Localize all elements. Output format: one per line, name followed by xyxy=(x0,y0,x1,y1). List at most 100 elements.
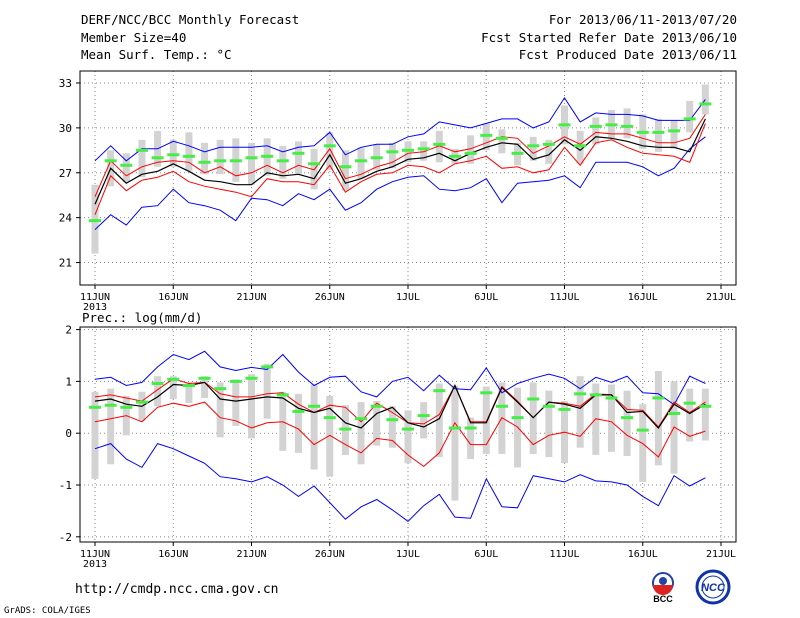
precip-year-label: 2013 xyxy=(83,559,107,570)
precip-member-box xyxy=(702,389,709,441)
temp-member-box xyxy=(248,143,255,185)
temp-y-tick-label: 30 xyxy=(59,122,72,135)
temp-mean-marker xyxy=(308,162,320,165)
bcc-logo-icon: BCC xyxy=(640,569,686,605)
temp-mean-marker xyxy=(559,123,571,126)
precip-mean-marker xyxy=(292,410,304,413)
temp-mean-marker xyxy=(637,131,649,134)
precip-mean-marker xyxy=(89,406,101,409)
precip-x-tick-label: 21JUL xyxy=(706,549,736,560)
temp-mean-marker xyxy=(339,165,351,168)
temp-mean-marker xyxy=(261,155,273,158)
precip-mean-marker xyxy=(465,427,477,430)
precip-member-box xyxy=(686,389,693,442)
temp-x-tick-label: 21JUL xyxy=(706,292,736,303)
precip-member-box xyxy=(358,402,365,464)
precip-mean-marker xyxy=(699,405,711,408)
precip-member-box xyxy=(264,364,271,419)
precip-mean-marker xyxy=(433,389,445,392)
precip-mean-marker xyxy=(105,404,117,407)
ncc-logo-label: NCC xyxy=(701,582,726,594)
temp-member-box xyxy=(185,132,192,171)
temp-mean-marker xyxy=(699,102,711,105)
temp-mean-marker xyxy=(402,149,414,152)
temp-mean-marker xyxy=(246,156,258,159)
precip-mean-marker xyxy=(605,396,617,399)
temp-x-tick-label: 16JUL xyxy=(628,292,658,303)
precip-x-tick-label: 16JUL xyxy=(628,549,658,560)
precip-mean-marker xyxy=(418,414,430,417)
temp-mean-marker xyxy=(418,147,430,150)
precip-mean-marker xyxy=(574,392,586,395)
precip-member-box xyxy=(217,382,224,437)
precip-y-tick-label: -1 xyxy=(59,479,72,492)
precip-mean-marker xyxy=(543,405,555,408)
precip-member-box xyxy=(655,371,662,465)
temp-mean-marker xyxy=(527,144,539,147)
precip-axis-title: Prec.: log(mm/d) xyxy=(82,310,202,325)
precip-member-box xyxy=(467,418,474,459)
precip-mean-marker xyxy=(136,401,148,404)
temp-mean-marker xyxy=(652,131,664,134)
temp-member-box xyxy=(123,153,130,181)
temp-mean-marker xyxy=(199,161,211,164)
precip-mean-marker xyxy=(668,412,680,415)
temp-member-box xyxy=(592,117,599,144)
temp-mean-marker xyxy=(371,156,383,159)
precip-mean-marker xyxy=(527,398,539,401)
temp-y-tick-label: 33 xyxy=(59,77,72,90)
temp-mean-marker xyxy=(621,125,633,128)
temp-mean-marker xyxy=(574,144,586,147)
precip-x-tick-label: 21JUN xyxy=(236,549,266,560)
precip-mean-marker xyxy=(371,405,383,408)
precip-mean-marker xyxy=(183,384,195,387)
ncc-logo-icon: NCC xyxy=(690,569,736,605)
precip-mean-marker xyxy=(261,365,273,368)
temp-mean-marker xyxy=(590,125,602,128)
precip-mean-marker xyxy=(496,405,508,408)
precip-member-box xyxy=(624,391,631,456)
temp-mean-marker xyxy=(324,144,336,147)
temp-member-box xyxy=(389,143,396,168)
temp-mean-marker xyxy=(214,159,226,162)
temp-mean-marker xyxy=(152,156,164,159)
precip-mean-marker xyxy=(449,427,461,430)
precip-mean-marker xyxy=(355,417,367,420)
temp-y-tick-label: 21 xyxy=(59,257,72,270)
temp-mean-marker xyxy=(120,164,132,167)
temp-member-box xyxy=(138,140,145,177)
temp-x-tick-label: 16JUN xyxy=(158,292,188,303)
temp-mean-marker xyxy=(89,219,101,222)
precip-mean-marker xyxy=(621,416,633,419)
temp-x-tick-label: 1JUL xyxy=(396,292,420,303)
temp-mean-marker xyxy=(292,152,304,155)
precip-mean-marker xyxy=(637,429,649,432)
precip-mean-marker xyxy=(230,380,242,383)
bcc-logo-label: BCC xyxy=(653,594,673,604)
temp-member-box xyxy=(295,141,302,174)
precip-y-tick-label: 2 xyxy=(65,324,72,337)
temp-mean-marker xyxy=(480,134,492,137)
precip-mean-marker xyxy=(339,428,351,431)
precip-member-box xyxy=(545,391,552,457)
website-url[interactable]: http://cmdp.ncc.cma.gov.cn xyxy=(75,583,279,597)
temp-member-box xyxy=(217,140,224,174)
temp-x-tick-label: 26JUN xyxy=(315,292,345,303)
temp-x-tick-label: 6JUL xyxy=(474,292,498,303)
precip-member-box xyxy=(92,392,99,479)
temp-y-tick-label: 27 xyxy=(59,167,72,180)
precip-mean-marker xyxy=(214,387,226,390)
temp-member-box xyxy=(326,132,333,169)
precip-x-tick-label: 6JUL xyxy=(474,549,498,560)
temp-mean-marker xyxy=(167,153,179,156)
temp-x-tick-label: 21JUN xyxy=(236,292,266,303)
precip-y-tick-label: 1 xyxy=(65,375,72,388)
precip-member-box xyxy=(451,386,458,501)
forecast-plots: 212427303311JUN 16JUN 21JUN 26JUN 1JUL 6JUL 11… xyxy=(0,0,800,618)
temp-member-box xyxy=(498,129,505,153)
precip-member-box xyxy=(420,402,427,438)
precip-x-tick-label: 1JUL xyxy=(396,549,420,560)
precip-member-box xyxy=(279,392,286,451)
temp-mean-marker xyxy=(230,159,242,162)
precip-mean-marker xyxy=(480,391,492,394)
